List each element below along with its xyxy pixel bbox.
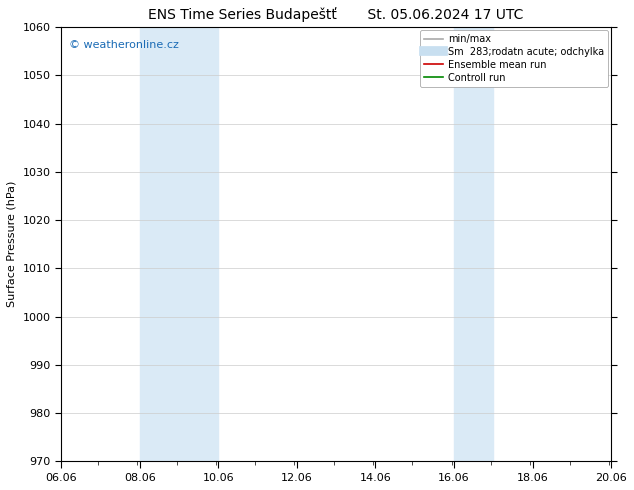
Bar	[139, 27, 218, 461]
Legend: min/max, Sm  283;rodatn acute; odchylka, Ensemble mean run, Controll run: min/max, Sm 283;rodatn acute; odchylka, …	[420, 30, 608, 87]
Text: © weatheronline.cz: © weatheronline.cz	[69, 40, 179, 50]
Y-axis label: Surface Pressure (hPa): Surface Pressure (hPa)	[7, 181, 17, 307]
Title: ENS Time Series Budapeštť       St. 05.06.2024 17 UTC: ENS Time Series Budapeštť St. 05.06.2024…	[148, 7, 524, 22]
Bar	[454, 27, 493, 461]
